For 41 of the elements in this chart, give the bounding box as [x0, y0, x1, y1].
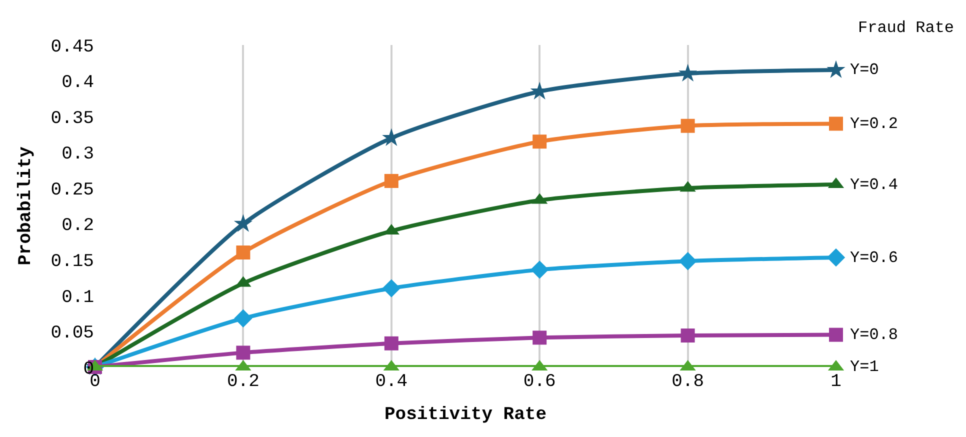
series-label: Y=0.8	[850, 326, 898, 344]
point	[384, 174, 398, 188]
y-tick-label: 0.1	[62, 288, 94, 308]
x-tick-label: 0.8	[672, 372, 704, 392]
point	[680, 118, 695, 133]
point	[234, 214, 253, 232]
point	[829, 328, 843, 342]
x-tick-label: 1	[830, 372, 842, 392]
point	[678, 252, 697, 270]
point	[382, 279, 400, 298]
point	[532, 134, 547, 149]
point	[236, 346, 250, 360]
series-label: Y=1	[850, 358, 879, 376]
x-axis-title: Positivity Rate	[384, 405, 547, 426]
series-label: Y=0.2	[850, 115, 898, 133]
y-tick-label: 0.3	[62, 144, 94, 165]
point	[530, 260, 549, 279]
x-tick-label: 0.4	[375, 372, 408, 392]
y-tick-label: 0.05	[50, 324, 94, 344]
point	[384, 336, 398, 350]
point	[680, 328, 695, 343]
y-tick-label: 0.35	[50, 108, 94, 129]
point	[532, 330, 547, 345]
legend-title: Fraud Rate	[858, 19, 954, 37]
y-tick-label: 0.25	[50, 180, 94, 200]
point	[234, 309, 252, 328]
x-tick-label: 0.2	[226, 372, 260, 392]
series-label: Y=0.6	[850, 249, 898, 267]
point	[678, 64, 698, 82]
y-tick-label: 0.4	[62, 73, 94, 94]
point	[826, 248, 846, 267]
series-label: Y=0.4	[850, 176, 898, 194]
point	[236, 246, 250, 260]
x-tick-label: 0.6	[523, 372, 556, 392]
point	[829, 116, 843, 131]
y-tick-label: 0.45	[50, 37, 94, 58]
y-axis-title: Probability	[16, 146, 36, 266]
point	[826, 60, 846, 78]
series-label: Y=0	[850, 61, 879, 79]
y-tick-label: 0.2	[62, 216, 94, 236]
y-tick-label: 0.15	[50, 252, 94, 272]
